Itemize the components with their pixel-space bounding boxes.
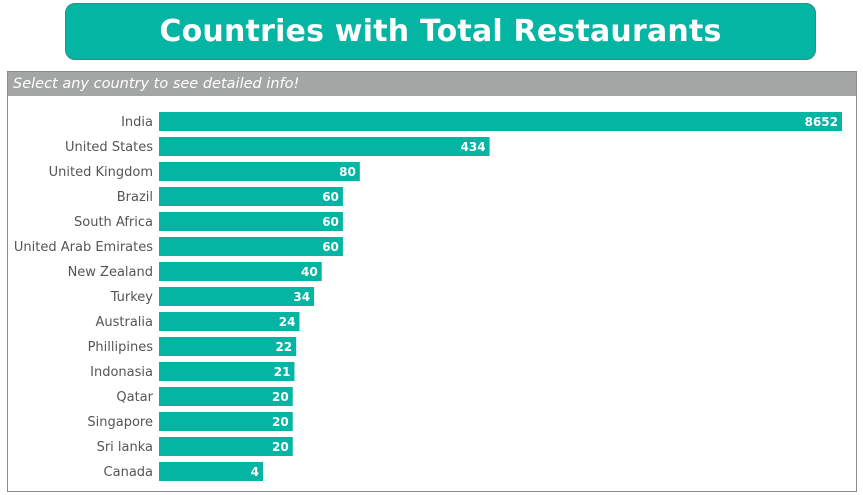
value-label: 22 <box>275 340 292 354</box>
bar-canada[interactable] <box>159 462 263 481</box>
category-label[interactable]: Qatar <box>116 390 153 405</box>
category-label[interactable]: India <box>121 115 153 130</box>
bar-south-africa[interactable] <box>159 212 343 231</box>
value-label: 34 <box>293 290 310 304</box>
category-label[interactable]: Sri lanka <box>97 440 153 455</box>
category-label[interactable]: New Zealand <box>68 265 153 280</box>
value-label: 21 <box>274 365 291 379</box>
title-banner: Countries with Total Restaurants <box>65 3 816 60</box>
category-label[interactable]: United Kingdom <box>49 165 153 180</box>
bar-india[interactable] <box>159 112 842 131</box>
value-label: 8652 <box>805 115 838 129</box>
value-label: 4 <box>251 465 259 479</box>
value-label: 60 <box>322 190 339 204</box>
category-label[interactable]: Canada <box>104 465 153 480</box>
category-label[interactable]: Singapore <box>87 415 153 430</box>
instruction-text: Select any country to see detailed info! <box>13 76 300 92</box>
value-label: 20 <box>272 440 289 454</box>
category-label[interactable]: Australia <box>95 315 153 330</box>
bar-united-arab-emirates[interactable] <box>159 237 343 256</box>
value-label: 20 <box>272 415 289 429</box>
bar-united-kingdom[interactable] <box>159 162 360 181</box>
panel-header: Select any country to see detailed info! <box>8 72 856 96</box>
value-label: 20 <box>272 390 289 404</box>
bar-turkey[interactable] <box>159 287 315 306</box>
category-label[interactable]: United Arab Emirates <box>14 240 153 255</box>
value-label: 40 <box>301 265 318 279</box>
bar-brazil[interactable] <box>159 187 343 206</box>
value-label: 60 <box>322 215 339 229</box>
bar-new-zealand[interactable] <box>159 262 322 281</box>
bar-indonasia[interactable] <box>159 362 295 381</box>
value-label: 80 <box>339 165 356 179</box>
category-label[interactable]: United States <box>65 140 153 155</box>
category-label[interactable]: Indonasia <box>90 365 153 380</box>
category-label[interactable]: Brazil <box>117 190 153 205</box>
bar-united-states[interactable] <box>159 137 490 156</box>
category-label[interactable]: Phillipines <box>88 340 154 355</box>
category-label[interactable]: South Africa <box>74 215 153 230</box>
bar-qatar[interactable] <box>159 387 293 406</box>
value-label: 60 <box>322 240 339 254</box>
value-label: 24 <box>279 315 296 329</box>
bar-singapore[interactable] <box>159 412 293 431</box>
bar-phillipines[interactable] <box>159 337 297 356</box>
chart-panel: Select any country to see detailed info!… <box>7 71 857 492</box>
bar-sri-lanka[interactable] <box>159 437 293 456</box>
category-label[interactable]: Turkey <box>110 290 154 305</box>
bar-australia[interactable] <box>159 312 300 331</box>
page-title: Countries with Total Restaurants <box>159 14 722 49</box>
value-label: 434 <box>461 140 486 154</box>
